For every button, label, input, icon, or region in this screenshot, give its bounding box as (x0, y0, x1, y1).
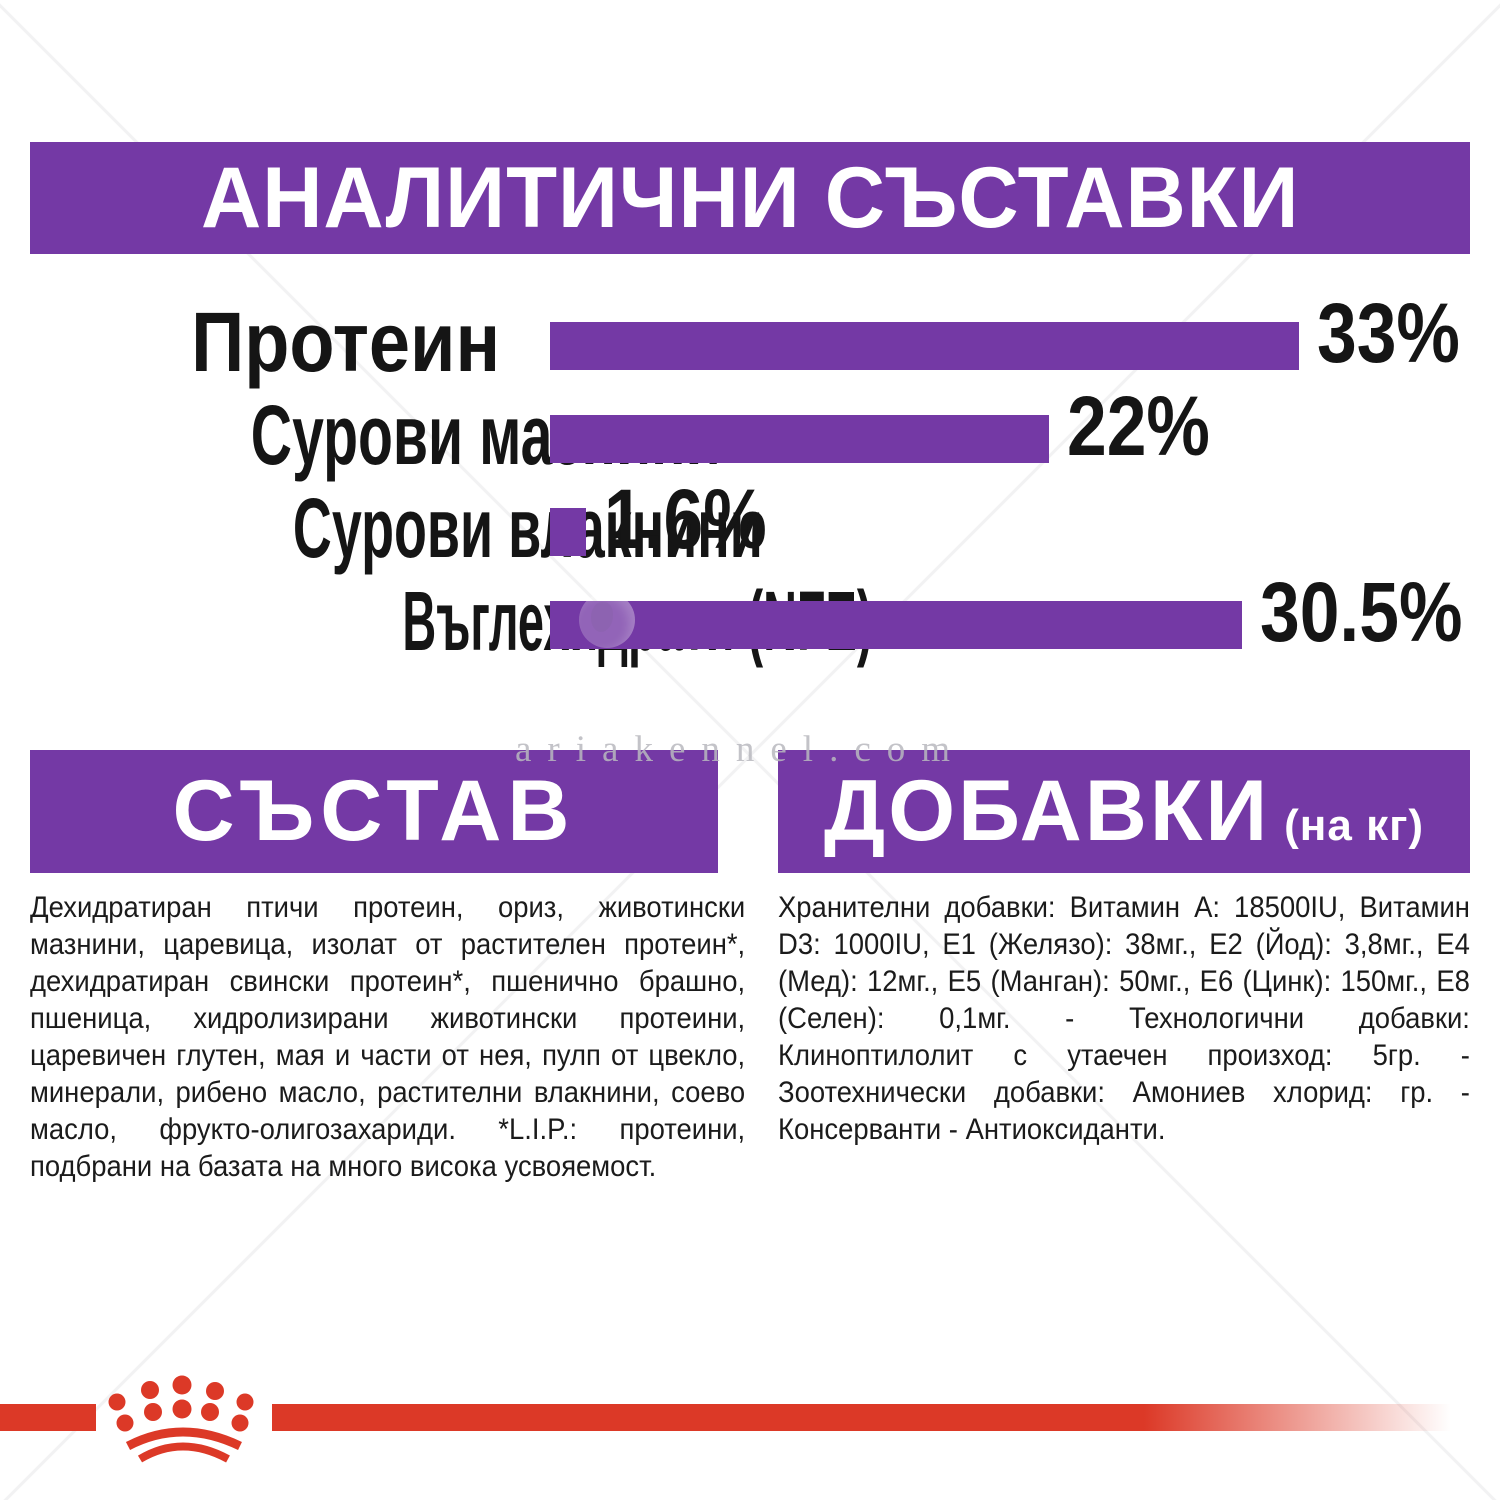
additives-title-suffix: (на кг) (1284, 801, 1425, 850)
chart-row: Сурови мазнини 22% (30, 384, 1470, 477)
chart-row-bar (550, 322, 1299, 370)
additives-body: Хранителни добавки: Витамин А: 18500IU, … (778, 891, 1470, 1146)
chart-row: Сурови влакнини 1.6% (30, 477, 1470, 570)
analytical-constituents-banner: АНАЛИТИЧНИ СЪСТАВКИ (30, 142, 1470, 254)
composition-title: СЪСТАВ (172, 763, 576, 859)
chart-row-label: Сурови влакнини (292, 481, 763, 575)
chart-row-bar (550, 415, 1049, 463)
chart-row: Въглехидрати (NFE) 30.5% (30, 570, 1470, 663)
analytical-constituents-chart: Протеин 33% Сурови мазнини 22% Сурови вл… (30, 290, 1470, 700)
composition-body: Дехидратиран птичи протеин, ориз, животи… (30, 891, 746, 1183)
chart-row-bar (550, 508, 586, 556)
composition-banner: СЪСТАВ (30, 750, 718, 873)
chart-row-label: Сурови мазнини (250, 388, 721, 482)
chart-row-bar (550, 601, 1242, 649)
logo-band-right (272, 1404, 1500, 1431)
chart-row-label: Протеин (190, 295, 500, 389)
chart-row-value: 1.6% (604, 472, 767, 566)
logo-band-left (0, 1404, 96, 1431)
chart-row-value: 33% (1317, 286, 1460, 380)
chart-row-value: 30.5% (1260, 565, 1463, 659)
additives-title: ДОБАВКИ (823, 763, 1271, 859)
chart-row-label: Въглехидрати (NFE) (30, 579, 872, 663)
chart-row: Протеин 33% (30, 291, 1470, 384)
globe-watermark-icon (579, 592, 635, 648)
additives-banner: ДОБАВКИ (на кг) (778, 750, 1470, 873)
analytical-constituents-title: АНАЛИТИЧНИ СЪСТАВКИ (200, 149, 1300, 246)
royal-canin-crown-icon (108, 1375, 254, 1463)
watermark-text: ariakennel.com (515, 729, 967, 770)
chart-row-value: 22% (1067, 379, 1210, 473)
